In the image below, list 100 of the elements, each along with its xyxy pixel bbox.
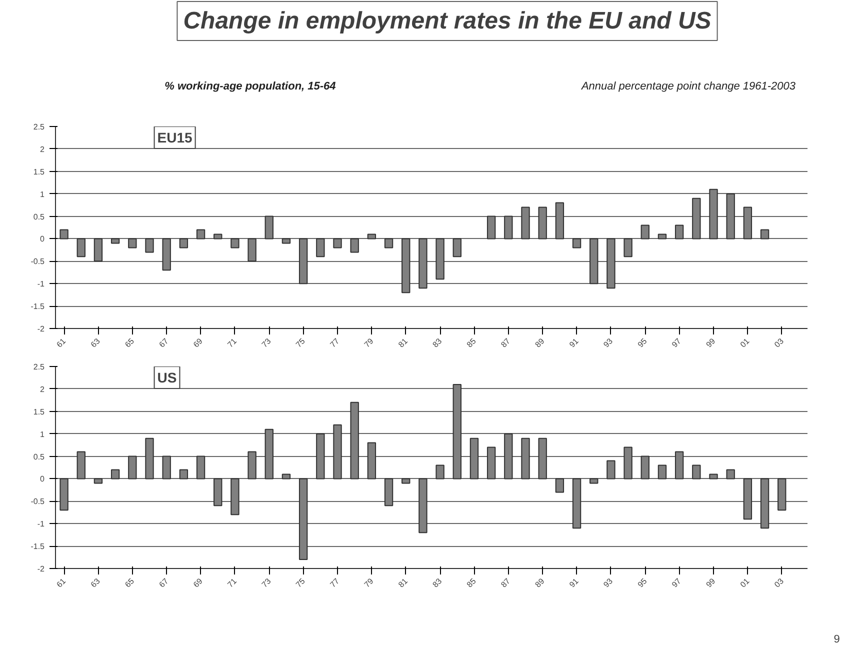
bar (214, 234, 222, 240)
x-tick-label: 79 (362, 576, 376, 590)
bar (94, 238, 103, 262)
x-tick-label: 67 (157, 576, 171, 590)
bar (521, 438, 530, 480)
y-tick-label: 2 (40, 384, 46, 394)
bar (590, 478, 598, 484)
bar (486, 446, 496, 480)
bar (264, 428, 274, 480)
bar (333, 238, 342, 248)
x-tick-label: 03 (772, 576, 786, 590)
x-tick-label: 75 (294, 576, 308, 590)
bar (674, 451, 684, 480)
bar (709, 474, 718, 480)
text: Annual percentage point change 1961-2003 (580, 80, 796, 92)
bar (94, 478, 103, 484)
x-tick-label: 91 (568, 336, 581, 350)
y-tick-label: 1.5 (33, 167, 46, 176)
x-tick-label: 75 (294, 336, 308, 350)
bar (418, 238, 428, 289)
bar (555, 478, 564, 493)
bar (590, 238, 598, 284)
x-tick-label: 01 (738, 336, 752, 350)
bar (76, 238, 86, 258)
bar (778, 478, 786, 511)
x-tick-label: 89 (533, 336, 547, 350)
x-tick-label: 87 (499, 576, 512, 590)
x-tick-label: 61 (54, 336, 68, 350)
y-tick-label: -0.5 (30, 497, 46, 506)
bar (538, 206, 547, 240)
chart-title: EU15 (157, 130, 193, 146)
bar (674, 224, 684, 240)
bar (350, 238, 359, 253)
bar (367, 442, 376, 480)
bar (76, 451, 86, 480)
bar (504, 433, 513, 480)
bar (128, 456, 137, 480)
bar (726, 193, 735, 240)
bar (145, 238, 154, 253)
x-tick-label: 85 (465, 336, 478, 350)
x-tick-label: 65 (123, 576, 136, 590)
bar (692, 464, 701, 480)
bar (196, 456, 206, 480)
y-tick-label: -1.5 (30, 542, 46, 552)
bar (298, 238, 308, 284)
x-tick-label: 63 (89, 576, 102, 590)
bar (538, 438, 547, 480)
bar (572, 238, 582, 248)
bar (350, 402, 359, 480)
text: 9 (834, 634, 840, 646)
x-tick-label: 77 (328, 576, 342, 590)
bar (743, 206, 752, 240)
bar (658, 464, 667, 480)
y-tick-label: 0 (40, 234, 46, 244)
x-tick-label: 73 (260, 336, 274, 350)
y-tick-label: 0.5 (33, 212, 46, 222)
bar (179, 238, 188, 248)
x-tick-label: 95 (636, 576, 650, 590)
bar (230, 238, 240, 248)
bar (436, 238, 444, 280)
x-tick-label: 97 (670, 336, 684, 350)
bar (196, 229, 206, 240)
x-tick-label: 81 (396, 336, 410, 350)
x-tick-label: 65 (123, 336, 136, 350)
x-tick-label: 67 (157, 336, 171, 350)
x-tick-label: 93 (602, 336, 615, 350)
bar (145, 438, 154, 480)
bar (504, 216, 513, 240)
bar (606, 238, 616, 289)
bar (452, 238, 462, 258)
y-tick-label: -2 (37, 564, 46, 574)
x-tick-label: 89 (533, 576, 547, 590)
bar (726, 469, 735, 480)
bar (162, 456, 171, 480)
bar (402, 478, 410, 484)
bar (624, 238, 632, 258)
y-tick-label: 2.5 (33, 362, 46, 372)
text: % working-age population, 15-64 (164, 80, 336, 92)
x-tick-label: 99 (704, 336, 718, 350)
bar (452, 384, 462, 480)
bar (624, 446, 632, 480)
bar (640, 456, 650, 480)
bar (384, 238, 394, 248)
bar (110, 469, 120, 480)
y-tick-label: -1 (37, 280, 46, 289)
x-tick-label: 83 (430, 336, 444, 350)
x-tick-label: 97 (670, 576, 684, 590)
x-tick-label: 61 (54, 576, 68, 590)
bar (316, 433, 325, 480)
bar (214, 478, 222, 506)
y-tick-label: -1.5 (30, 302, 46, 312)
bar (692, 198, 701, 240)
bar (606, 460, 616, 480)
bar (282, 238, 291, 244)
bar (640, 224, 650, 240)
bar (760, 229, 770, 240)
y-tick-label: 1.5 (33, 407, 46, 416)
x-tick-label: 03 (772, 336, 786, 350)
bar (555, 202, 564, 240)
y-tick-label: 1 (40, 430, 46, 439)
